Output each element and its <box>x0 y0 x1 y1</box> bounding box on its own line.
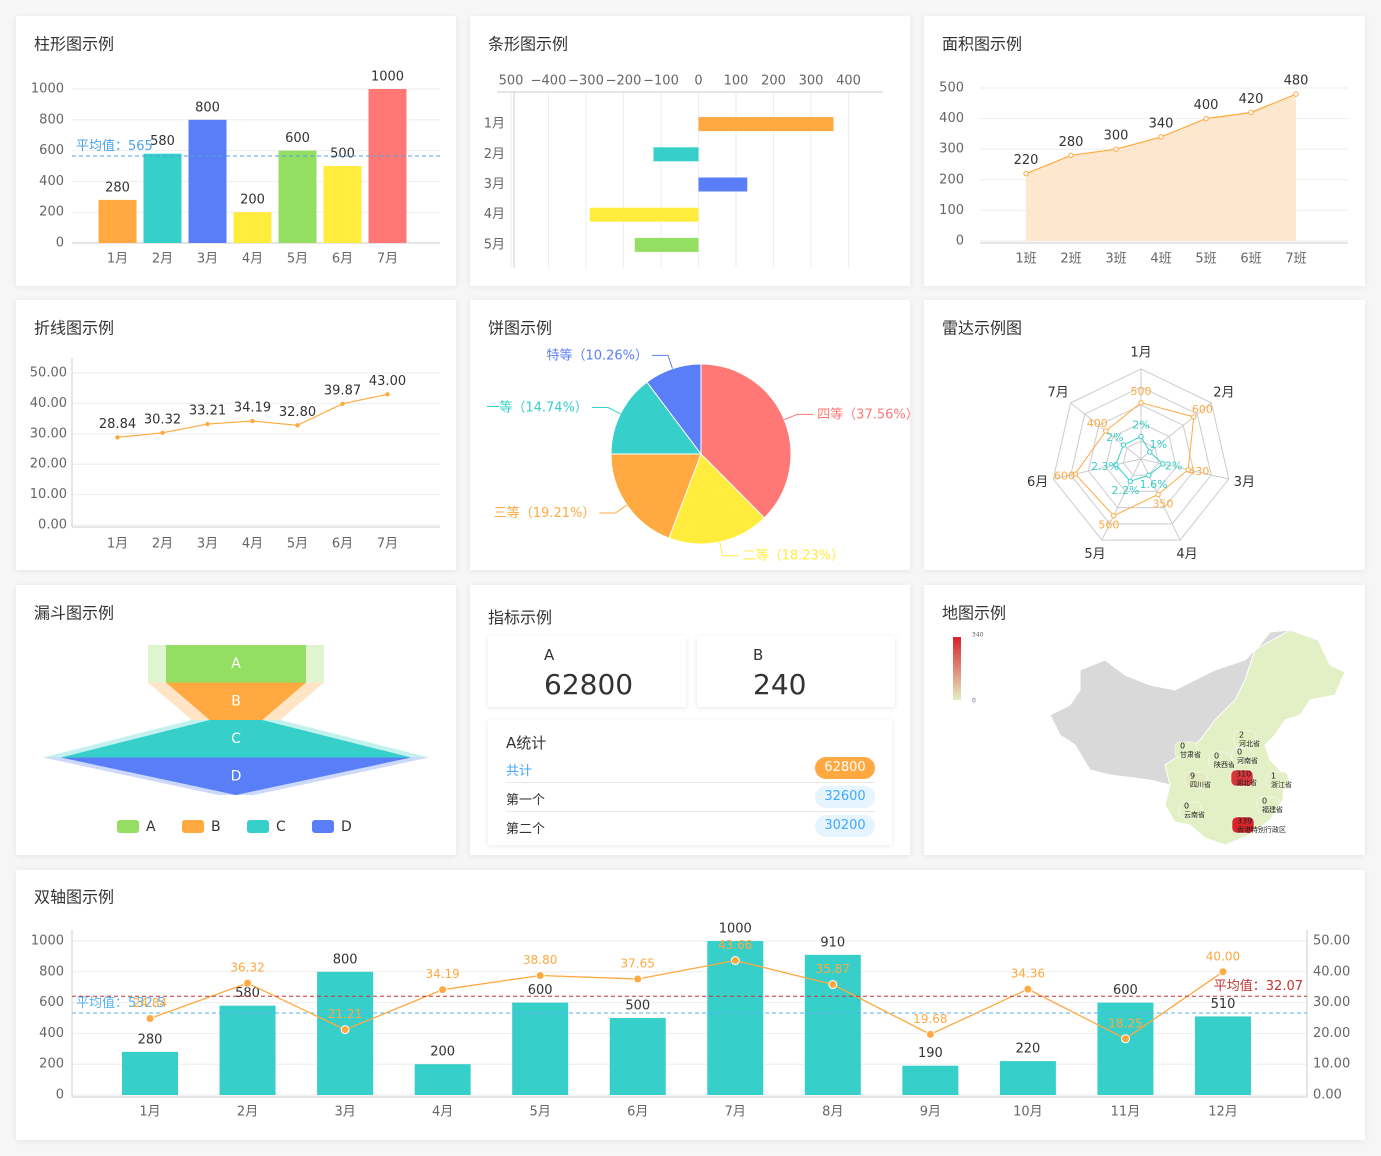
panel <box>924 300 1365 570</box>
stat-name: 第二个 <box>506 822 546 837</box>
panel <box>470 300 910 570</box>
stat-row: 第一个 32600 <box>506 783 875 812</box>
panel-title: 指标示例 <box>488 608 553 627</box>
stat-row: 共计 62800 <box>506 754 875 783</box>
panel <box>470 16 910 286</box>
kpi-value: 240 <box>753 668 807 701</box>
stat-card: A统计 共计 62800 第一个 32600 第二个 30200 <box>488 720 892 845</box>
stat-name: 第一个 <box>506 793 546 808</box>
kpi-name: B <box>753 646 764 664</box>
stat-value: 62800 <box>815 757 875 779</box>
stat-title: A统计 <box>506 734 547 752</box>
kpi-name: A <box>544 646 555 664</box>
panel <box>16 870 1365 1140</box>
stat-name: 共计 <box>506 764 533 779</box>
panel <box>16 16 456 286</box>
stat-value: 32600 <box>815 786 875 808</box>
panel <box>924 16 1365 286</box>
panel <box>924 585 1365 855</box>
panel <box>16 585 456 855</box>
kpi-value: 62800 <box>544 668 634 701</box>
stat-row: 第二个 30200 <box>506 812 875 840</box>
kpi-card: B 240 <box>697 636 895 707</box>
indicator-panel: 指标示例 A 62800 B 240 A统计 共计 62800 第一个 3260… <box>470 585 910 855</box>
kpi-card: A 62800 <box>488 636 686 707</box>
panel <box>16 300 456 570</box>
stat-value: 30200 <box>815 815 875 837</box>
